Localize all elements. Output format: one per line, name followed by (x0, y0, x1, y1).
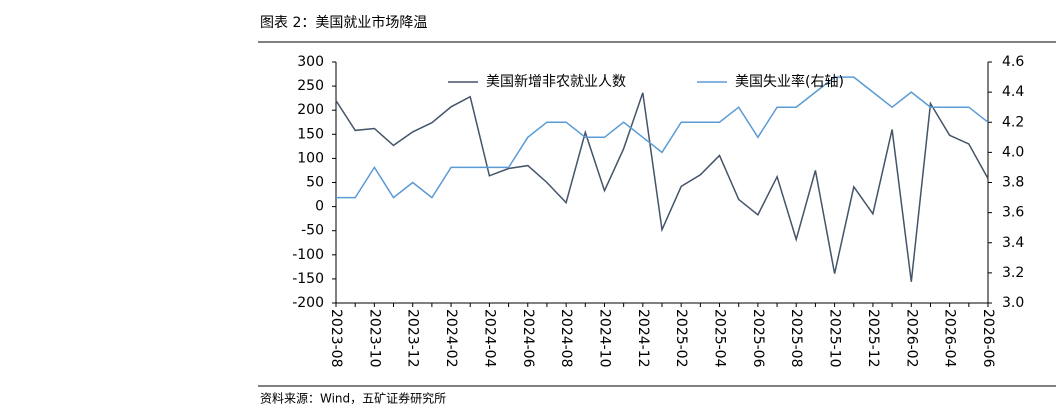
y2-tick-label: 3.0 (1002, 295, 1024, 311)
x-tick-label: 2024-10 (596, 309, 612, 368)
legend-label: 美国新增非农就业人数 (486, 74, 626, 90)
x-tick-label: 2025-10 (827, 309, 843, 368)
y2-tick-label: 3.4 (1002, 235, 1024, 251)
series-line (335, 92, 989, 282)
y-tick-label: 100 (297, 150, 324, 166)
y2-tick-label: 3.6 (1002, 205, 1024, 221)
y-tick-label: -100 (292, 247, 324, 263)
x-tick-label: 2024-06 (520, 309, 536, 368)
source-note: 资料来源：Wind，五矿证券研究所 (260, 391, 446, 406)
legend-label: 美国失业率(右轴) (735, 73, 844, 90)
x-tick-label: 2024-04 (481, 309, 497, 368)
y2-tick-label: 4.2 (1002, 114, 1024, 130)
y-tick-label: -50 (301, 223, 324, 239)
y-tick-label: 250 (297, 78, 324, 94)
y-tick-label: 300 (297, 54, 324, 70)
y-tick-label: 50 (306, 175, 324, 191)
y-tick-label: 150 (297, 126, 324, 142)
x-tick-label: 2026-04 (942, 309, 958, 368)
x-tick-label: 2025-02 (673, 309, 689, 368)
chart-title: 图表 2：美国就业市场降温 (260, 14, 427, 31)
x-tick-label: 2024-02 (443, 309, 459, 368)
y2-tick-label: 4.0 (1002, 144, 1024, 160)
y-tick-label: -150 (292, 271, 324, 287)
y2-tick-label: 4.6 (1002, 54, 1024, 70)
x-tick-label: 2024-08 (558, 309, 574, 368)
y-tick-label: -200 (292, 295, 324, 311)
x-tick-label: 2025-12 (865, 309, 881, 368)
x-tick-label: 2026-02 (903, 309, 919, 368)
x-tick-label: 2025-08 (788, 309, 804, 368)
x-tick-label: 2023-10 (366, 309, 382, 368)
y2-tick-label: 4.4 (1002, 84, 1024, 100)
y2-tick-label: 3.2 (1002, 265, 1024, 281)
series-line (336, 76, 989, 199)
x-tick-label: 2023-12 (405, 309, 421, 368)
x-tick-label: 2023-08 (328, 309, 344, 368)
x-tick-label: 2025-06 (750, 309, 766, 368)
y-tick-label: 200 (297, 102, 324, 118)
y2-tick-label: 3.8 (1002, 175, 1024, 191)
x-tick-label: 2026-06 (980, 309, 996, 368)
y-tick-label: 0 (315, 199, 324, 215)
x-tick-label: 2025-04 (712, 309, 728, 368)
x-tick-label: 2024-12 (635, 309, 651, 368)
